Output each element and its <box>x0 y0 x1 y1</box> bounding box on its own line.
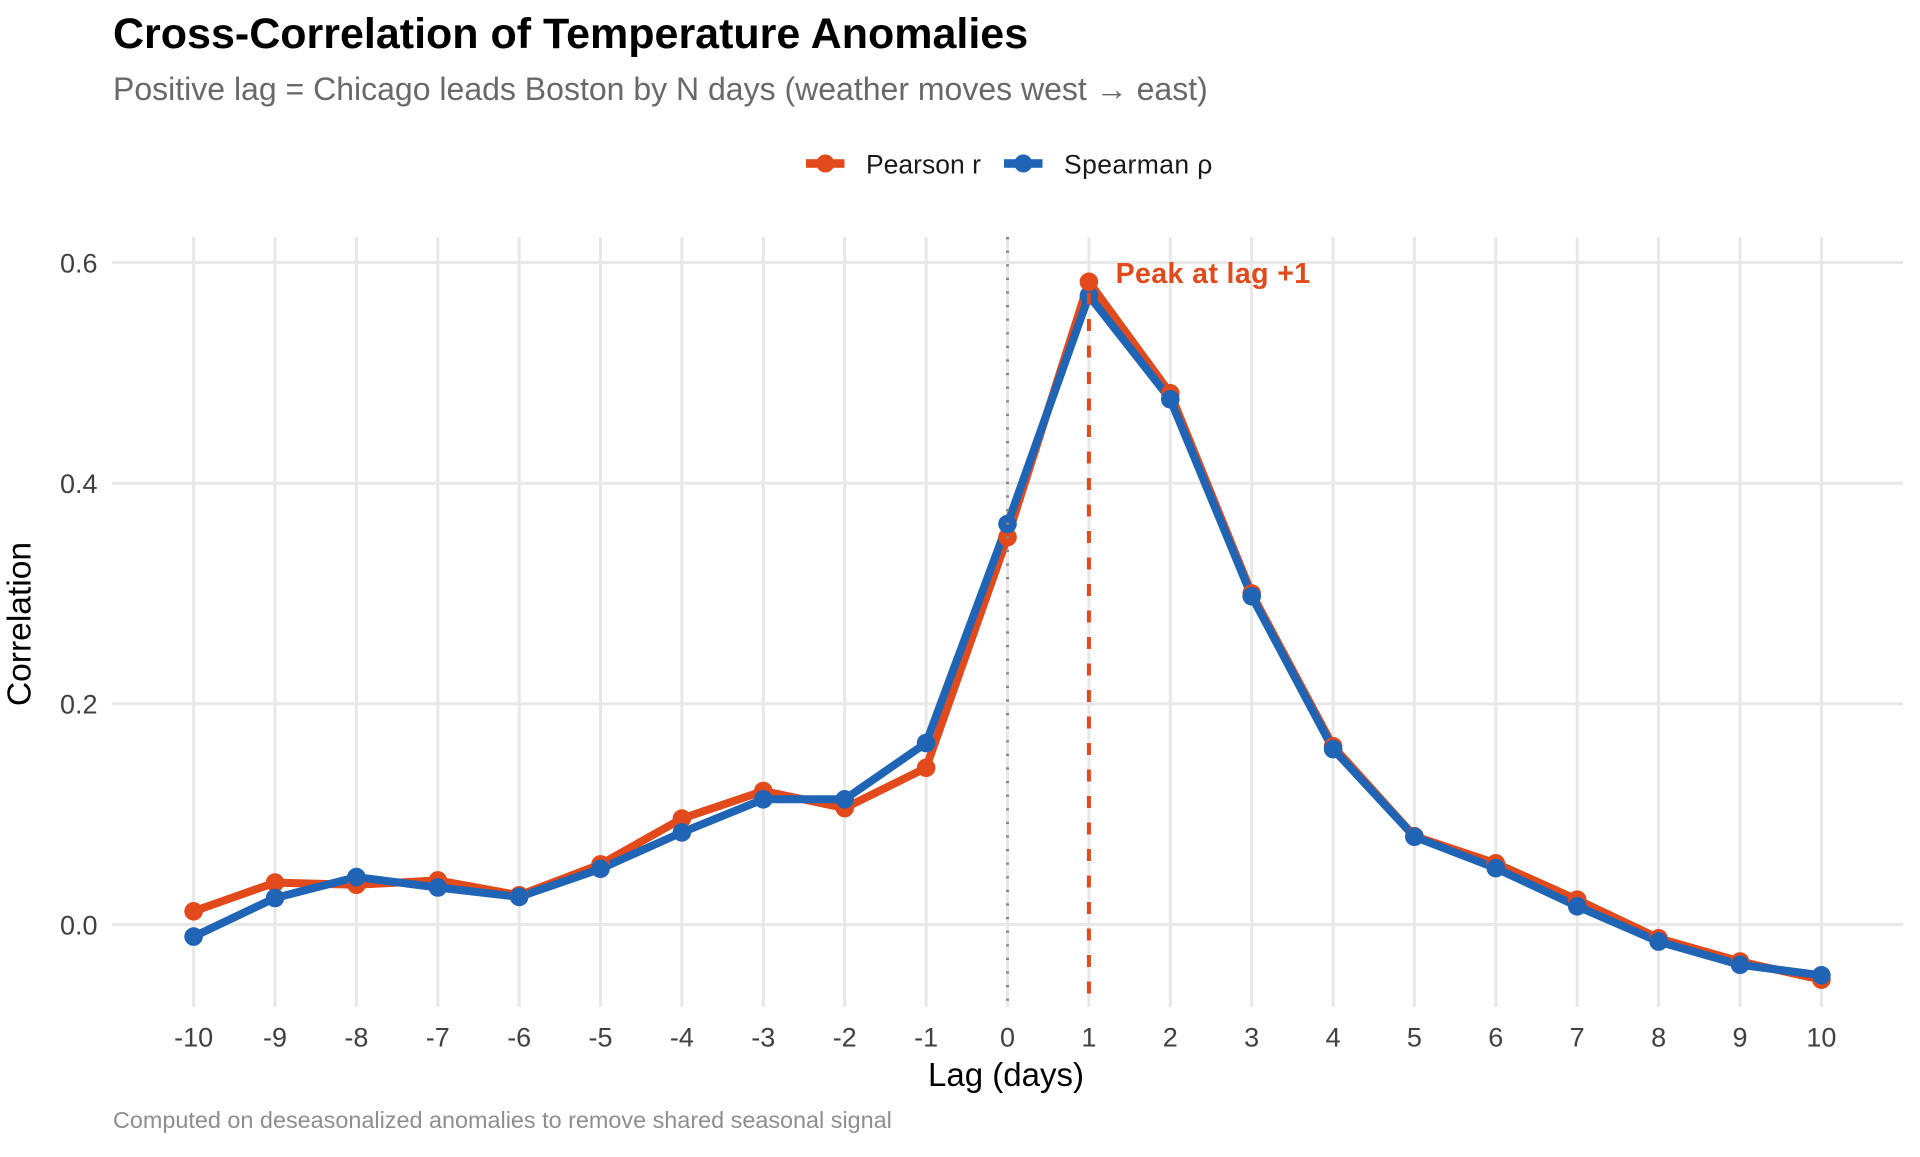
svg-text:4: 4 <box>1326 1023 1341 1053</box>
svg-text:Correlation: Correlation <box>2 542 39 706</box>
svg-text:0.2: 0.2 <box>60 690 98 720</box>
svg-text:2: 2 <box>1163 1023 1178 1053</box>
svg-text:-9: -9 <box>263 1023 287 1053</box>
svg-text:0.6: 0.6 <box>60 248 98 278</box>
svg-text:-4: -4 <box>670 1023 694 1053</box>
svg-text:6: 6 <box>1488 1023 1503 1053</box>
svg-text:Peak at lag +1: Peak at lag +1 <box>1116 258 1311 290</box>
svg-text:-3: -3 <box>751 1023 775 1053</box>
svg-text:8: 8 <box>1651 1023 1666 1053</box>
svg-text:-10: -10 <box>174 1023 213 1053</box>
svg-text:-2: -2 <box>833 1023 857 1053</box>
svg-text:-1: -1 <box>914 1023 938 1053</box>
svg-text:0.0: 0.0 <box>60 910 98 940</box>
svg-text:-5: -5 <box>588 1023 612 1053</box>
svg-text:9: 9 <box>1732 1023 1747 1053</box>
svg-text:5: 5 <box>1407 1023 1422 1053</box>
svg-text:0.4: 0.4 <box>60 469 98 499</box>
svg-text:Positive lag = Chicago leads B: Positive lag = Chicago leads Boston by N… <box>113 71 1208 107</box>
svg-text:Cross-Correlation of Temperatu: Cross-Correlation of Temperature Anomali… <box>113 10 1028 58</box>
svg-text:1: 1 <box>1081 1023 1096 1053</box>
svg-text:Computed on deseasonalized ano: Computed on deseasonalized anomalies to … <box>113 1107 892 1133</box>
svg-text:-7: -7 <box>426 1023 450 1053</box>
svg-text:Pearson r: Pearson r <box>866 150 981 180</box>
svg-text:7: 7 <box>1570 1023 1585 1053</box>
svg-text:Spearman ρ: Spearman ρ <box>1064 150 1213 180</box>
svg-text:10: 10 <box>1806 1023 1836 1053</box>
svg-text:-8: -8 <box>344 1023 368 1053</box>
svg-text:Lag (days): Lag (days) <box>928 1056 1084 1093</box>
svg-text:3: 3 <box>1244 1023 1259 1053</box>
svg-text:-6: -6 <box>507 1023 531 1053</box>
svg-text:0: 0 <box>1000 1023 1015 1053</box>
